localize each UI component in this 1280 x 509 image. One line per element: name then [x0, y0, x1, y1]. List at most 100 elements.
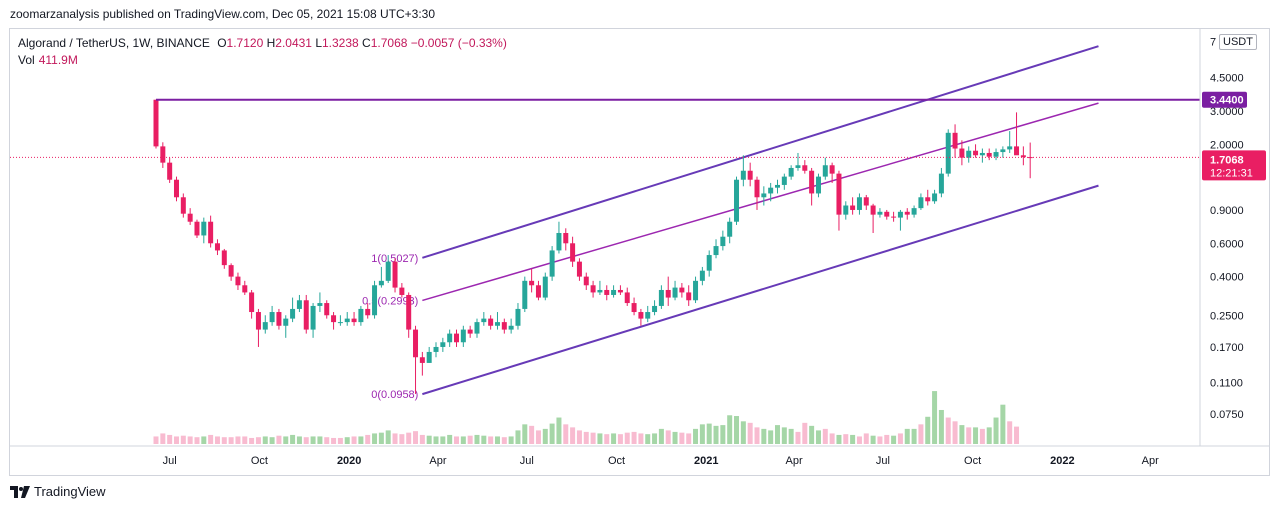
candle-body	[611, 289, 617, 295]
volume-bar	[454, 436, 460, 444]
candle-body	[269, 312, 275, 323]
candle-body	[932, 193, 938, 202]
volume-bar	[918, 424, 924, 444]
candle-body	[419, 357, 425, 363]
y-tick-label: 0.6000	[1210, 238, 1244, 250]
volume-bar	[638, 433, 644, 444]
x-tick-label: Jul	[520, 455, 534, 467]
candle-body	[925, 197, 931, 202]
candle-body	[447, 333, 453, 343]
candle-body	[829, 165, 835, 174]
current-price-label: 1.7068	[1210, 154, 1244, 166]
candle-body	[214, 243, 220, 251]
volume-bar	[774, 425, 780, 444]
volume-bar	[228, 437, 234, 444]
chart-frame	[9, 28, 1270, 476]
candle-body	[529, 280, 535, 286]
volume-bar	[904, 428, 910, 444]
candle-body	[481, 318, 487, 323]
candle-body	[494, 322, 500, 326]
volume-bar	[740, 421, 746, 444]
candle-body	[508, 325, 514, 330]
candle-body	[488, 318, 494, 326]
volume-bar	[611, 433, 617, 444]
y-tick-label: 0.0750	[1210, 409, 1244, 421]
candle-body	[556, 232, 562, 251]
candle-body	[406, 294, 412, 330]
volume-bar	[945, 417, 951, 444]
candle-body	[173, 179, 179, 198]
volume-bar	[693, 428, 699, 444]
candle-body	[337, 322, 343, 324]
volume-bar	[1000, 404, 1006, 444]
volume-bar	[235, 436, 241, 444]
volume-bar	[406, 432, 412, 444]
price-change: −0.0057 (−0.33%)	[410, 36, 507, 50]
candle-body	[836, 173, 842, 215]
volume-bar	[747, 422, 753, 444]
candle-body	[385, 261, 391, 281]
symbol-name[interactable]: Algorand / TetherUS, 1W, BINANCE	[18, 36, 210, 50]
volume-bar	[734, 416, 740, 444]
volume-bar	[372, 433, 378, 444]
volume-bar	[378, 432, 384, 444]
volume-bar	[706, 423, 712, 444]
volume-bar	[829, 433, 835, 444]
candle-body	[358, 308, 364, 323]
channel-lower-line	[422, 184, 1099, 396]
candle-body	[959, 148, 965, 158]
horizontal-lines	[10, 98, 1200, 158]
x-tick-label: 2020	[337, 455, 361, 467]
y-tick-label: 0.1700	[1210, 342, 1244, 354]
volume-bar	[481, 435, 487, 444]
tradingview-brand[interactable]: TradingView	[10, 484, 106, 499]
publisher-line: zoomarzanalysis published on TradingView…	[10, 7, 436, 21]
candle-body	[317, 303, 323, 306]
candle-body	[310, 305, 316, 330]
volume-bar	[699, 424, 705, 444]
volume-bar	[392, 433, 398, 444]
volume-bar	[802, 422, 808, 444]
volume-bar	[214, 436, 220, 444]
volume-bar	[781, 427, 787, 444]
resistance-price-label: 3.4400	[1210, 95, 1244, 107]
tradingview-logo-icon	[10, 485, 30, 498]
volume-series	[153, 391, 1020, 444]
volume-bar	[652, 433, 658, 444]
volume-bar	[856, 436, 862, 444]
volume-bar	[173, 436, 179, 444]
volume-bar	[624, 432, 630, 444]
candle-body	[242, 285, 248, 293]
candle-body	[221, 250, 227, 266]
candle-body	[754, 179, 760, 198]
volume-bar	[276, 435, 282, 444]
candle-body	[262, 322, 268, 330]
volume-bar	[508, 436, 514, 444]
volume-bar	[843, 434, 849, 444]
volume-bar	[665, 430, 671, 444]
volume-bar	[385, 430, 391, 444]
channel-upper-line	[422, 45, 1099, 259]
current-price-tag	[1202, 150, 1266, 181]
volume-bar	[727, 415, 733, 444]
candle-body	[686, 292, 692, 301]
volume-bar	[870, 435, 876, 444]
volume-bar	[679, 432, 685, 444]
volume-bar	[754, 427, 760, 444]
candle-body	[167, 162, 173, 180]
candle-body	[706, 255, 712, 271]
candle-body	[699, 270, 705, 281]
x-tick-label: Jul	[163, 455, 177, 467]
volume-bar	[850, 434, 856, 444]
candle-body	[802, 165, 808, 171]
candle-body	[986, 152, 992, 157]
currency-badge[interactable]: USDT	[1219, 34, 1257, 50]
volume-bar	[761, 428, 767, 444]
price-chart[interactable]: 1(0.5027)0.5(0.2993)0(0.0958) 74.50003.0…	[10, 29, 1269, 475]
volume-bar	[242, 436, 248, 444]
candle-body	[1000, 149, 1006, 153]
volume-bar	[911, 428, 917, 444]
candle-body	[180, 197, 186, 214]
candle-body	[290, 308, 296, 319]
volume-bar	[576, 430, 582, 444]
